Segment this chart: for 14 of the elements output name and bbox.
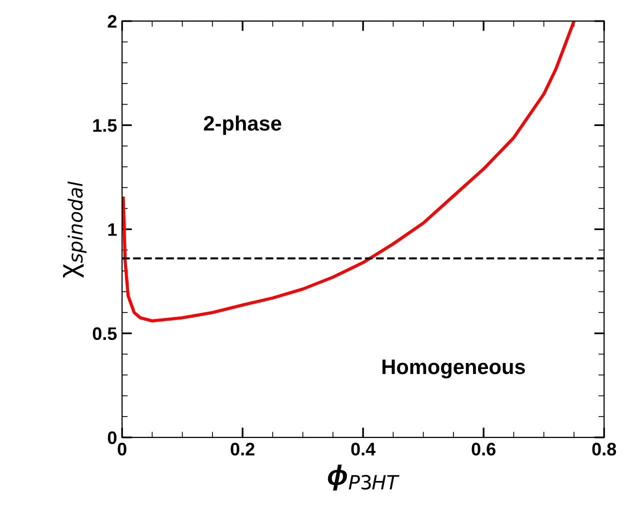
y-tick-label: 1 xyxy=(108,223,117,236)
annotation: 2-phase xyxy=(204,115,282,135)
x-tick-label: 0 xyxy=(118,442,126,456)
x-tick-label: 0.2 xyxy=(230,442,254,456)
y-tick-label: 0 xyxy=(108,431,116,444)
annotation: Homogeneous xyxy=(382,360,525,378)
x-axis-title: ϕ$_{P3HT}$ xyxy=(328,464,400,491)
x-tick-label: 0.8 xyxy=(592,442,616,456)
x-tick-label: 0.4 xyxy=(351,442,376,456)
y-tick-label: 2 xyxy=(108,15,116,28)
y-tick-label: 1.5 xyxy=(93,119,117,132)
y-axis-title: χ$_{spinodal}$ xyxy=(62,181,87,278)
y-tick-label: 0.5 xyxy=(92,327,117,340)
x-tick-label: 0.6 xyxy=(472,442,496,456)
